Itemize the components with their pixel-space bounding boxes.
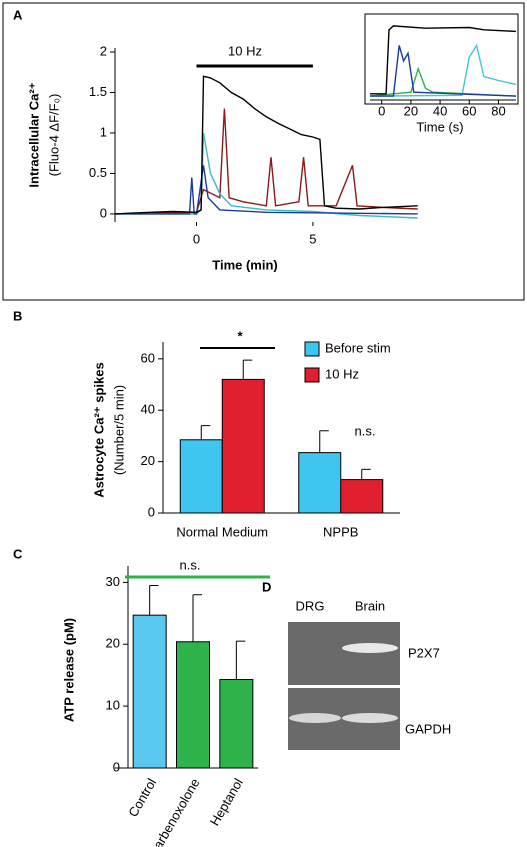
trace	[369, 43, 517, 97]
y-axis-label: ATP release (pM)	[61, 618, 76, 722]
legend-swatch	[304, 367, 320, 383]
x-axis-label: Time (s)	[416, 119, 463, 134]
panel-label: C	[13, 546, 23, 561]
trace	[114, 108, 418, 215]
band	[342, 643, 398, 653]
x-tick-label: Heptanol	[207, 776, 246, 829]
gel-top	[288, 622, 400, 685]
x-tick-label: Control	[125, 776, 159, 820]
y-tick-label: 0	[113, 759, 120, 774]
annotation: *	[237, 328, 243, 343]
y-tick-label: 1.5	[89, 84, 107, 99]
band	[342, 713, 398, 723]
panel-label: B	[13, 308, 22, 323]
bar	[298, 452, 342, 514]
trace	[370, 25, 517, 95]
x-tick-label: 40	[433, 103, 447, 118]
x-tick-label: 60	[462, 103, 476, 118]
y-tick-label: 10	[106, 698, 120, 713]
panel-label: A	[13, 7, 23, 22]
legend-label: Before stim	[325, 340, 391, 355]
x-axis-label: Time (min)	[212, 257, 278, 272]
bar	[176, 641, 210, 769]
y-axis-label: Intracellular Ca²⁺	[26, 82, 41, 187]
annotation: n.s.	[180, 557, 201, 572]
gel-column: DRG	[296, 598, 325, 613]
trace	[370, 45, 517, 97]
y-tick-label: 0	[100, 205, 107, 220]
y-tick-label: 0	[148, 504, 155, 519]
trace	[114, 75, 418, 215]
x-tick-label: NPPB	[323, 524, 358, 539]
band	[289, 713, 341, 723]
y-tick-label: 1	[100, 124, 107, 139]
y-tick-label: 0.5	[89, 165, 107, 180]
x-tick-label: Normal Medium	[176, 524, 268, 539]
x-tick-label: 0	[193, 231, 200, 246]
legend-label: 10 Hz	[325, 366, 359, 381]
gel-column: Brain	[355, 598, 385, 613]
gel-row: P2X7	[408, 645, 440, 660]
bar	[179, 439, 223, 514]
y-axis-label: (Number/5 min)	[111, 385, 126, 475]
annotation: 10 Hz	[228, 43, 262, 58]
y-axis-label: (Fluo-4 ΔF/F₀)	[46, 94, 61, 177]
bar	[340, 479, 384, 514]
panel-a-frame	[2, 2, 525, 301]
x-tick-label: 20	[404, 103, 418, 118]
bar	[219, 679, 254, 769]
x-tick-label: 0	[378, 103, 385, 118]
bar	[221, 378, 265, 514]
y-tick-label: 20	[141, 453, 155, 468]
y-tick-label: 30	[106, 574, 120, 589]
x-tick-label: 5	[309, 231, 316, 246]
x-tick-label: 80	[491, 103, 505, 118]
legend-swatch	[304, 341, 320, 357]
gel-row: GAPDH	[405, 721, 451, 736]
y-tick-label: 2	[100, 43, 107, 58]
y-tick-label: 40	[141, 402, 155, 417]
bar	[132, 614, 167, 769]
annotation: n.s.	[355, 423, 376, 438]
y-tick-label: 20	[106, 636, 120, 651]
panel-label: D	[262, 579, 271, 594]
y-axis-label: Astrocyte Ca²⁺ spikes	[91, 362, 106, 497]
y-tick-label: 60	[141, 350, 155, 365]
trace	[115, 165, 418, 215]
